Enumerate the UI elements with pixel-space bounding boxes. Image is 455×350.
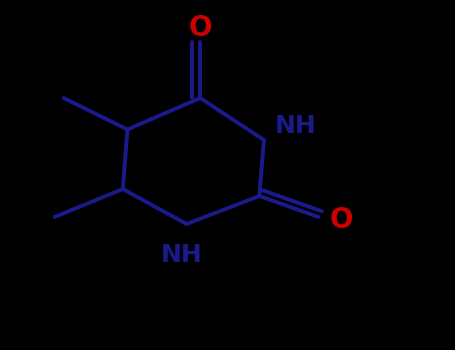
- Text: NH: NH: [275, 114, 317, 138]
- Text: NH: NH: [161, 244, 203, 267]
- Text: O: O: [329, 206, 353, 235]
- Text: O: O: [188, 14, 212, 42]
